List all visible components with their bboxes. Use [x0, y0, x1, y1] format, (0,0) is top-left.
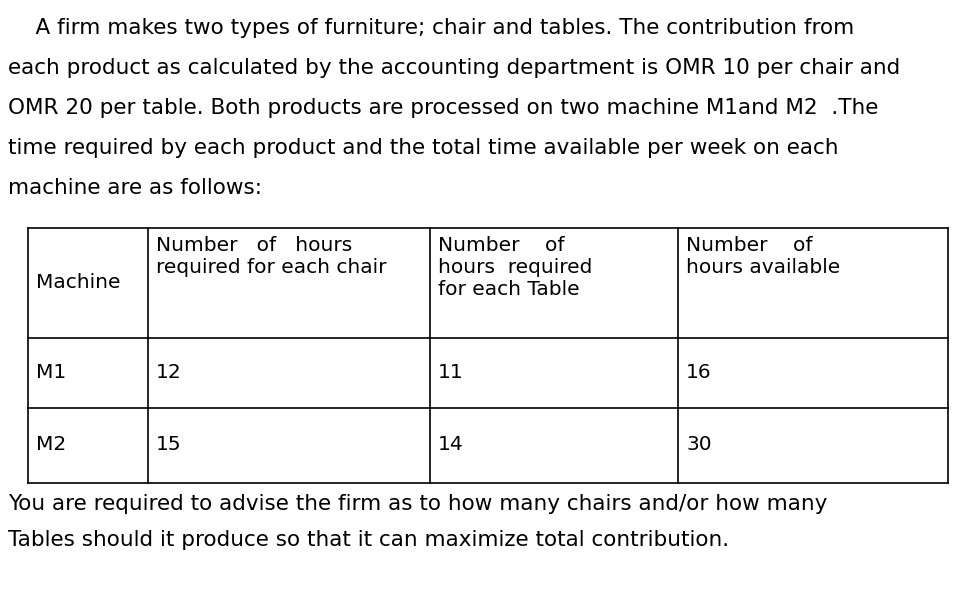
Text: Tables should it produce so that it can maximize total contribution.: Tables should it produce so that it can …: [8, 530, 729, 550]
Text: each product as calculated by the accounting department is OMR 10 per chair and: each product as calculated by the accoun…: [8, 58, 900, 78]
Text: hours  required: hours required: [438, 258, 592, 277]
Text: Number    of: Number of: [438, 236, 564, 255]
Text: required for each chair: required for each chair: [156, 258, 386, 277]
Text: 15: 15: [156, 435, 182, 454]
Text: machine are as follows:: machine are as follows:: [8, 178, 262, 198]
Text: 14: 14: [438, 435, 464, 454]
Text: Number   of   hours: Number of hours: [156, 236, 352, 255]
Text: You are required to advise the firm as to how many chairs and/or how many: You are required to advise the firm as t…: [8, 494, 828, 514]
Text: A firm makes two types of furniture; chair and tables. The contribution from: A firm makes two types of furniture; cha…: [8, 18, 854, 38]
Text: 16: 16: [686, 363, 712, 382]
Text: 11: 11: [438, 363, 464, 382]
Text: M2: M2: [36, 435, 66, 454]
Text: Number    of: Number of: [686, 236, 812, 255]
Text: Machine: Machine: [36, 273, 120, 292]
Text: OMR 20 per table. Both products are processed on two machine M1and M2  .The: OMR 20 per table. Both products are proc…: [8, 98, 878, 118]
Text: 12: 12: [156, 363, 182, 382]
Text: M1: M1: [36, 363, 66, 382]
Text: hours available: hours available: [686, 258, 840, 277]
Text: for each Table: for each Table: [438, 280, 580, 299]
Text: time required by each product and the total time available per week on each: time required by each product and the to…: [8, 138, 838, 158]
Text: 30: 30: [686, 435, 712, 454]
